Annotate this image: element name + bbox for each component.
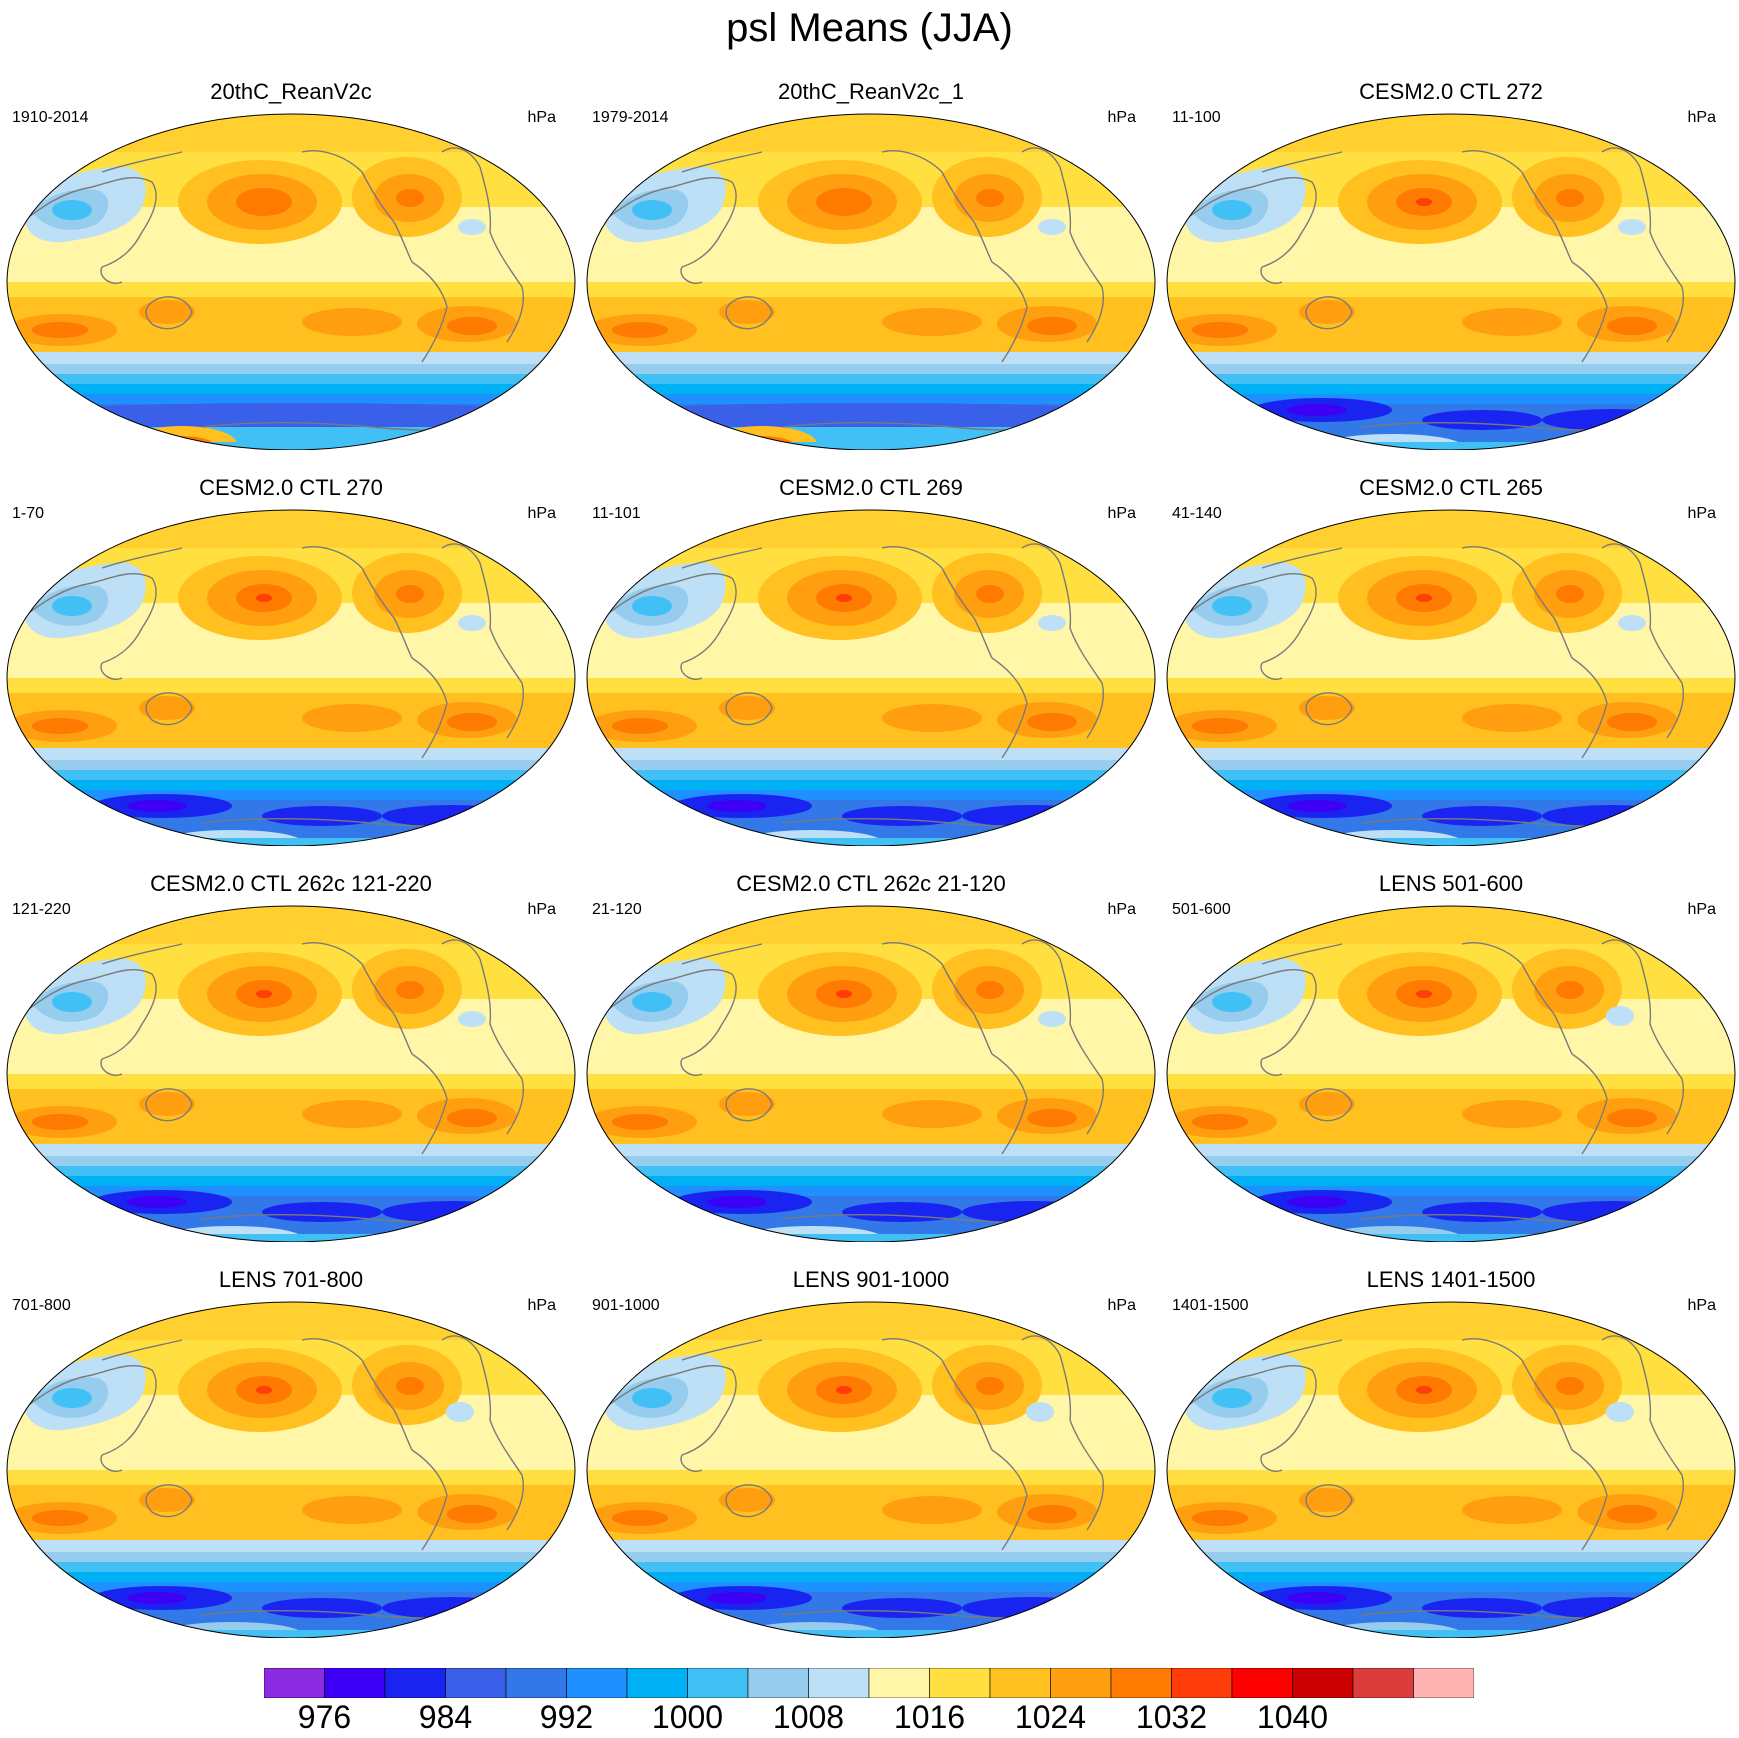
colorbar-swatch: [1292, 1668, 1354, 1698]
panel-years: 11-101: [592, 505, 641, 522]
colorbar-tick-label: 1024: [1014, 1699, 1087, 1735]
map-plot: [6, 509, 576, 846]
panel-title: 20thC_ReanV2c: [210, 79, 372, 104]
colorbar-swatch: [566, 1668, 628, 1698]
panel-units: hPa: [1107, 1297, 1136, 1314]
colorbar-tick-label: 1040: [1256, 1699, 1329, 1735]
colorbar-swatch: [324, 1668, 386, 1698]
panel-title: LENS 901-1000: [792, 1267, 950, 1292]
colorbar-tick-label: 976: [297, 1699, 352, 1735]
colorbar-tick-label: 1032: [1135, 1699, 1208, 1735]
map-plot: [6, 1301, 576, 1638]
panel-title: 20thC_ReanV2c_1: [778, 79, 964, 104]
colorbar-swatch: [989, 1668, 1051, 1698]
panel-units: hPa: [1107, 901, 1136, 918]
figure-title: psl Means (JJA): [726, 6, 1013, 50]
panel-title: CESM2.0 CTL 269: [779, 475, 963, 500]
colorbar-tick-label: 992: [539, 1699, 594, 1735]
map-panel: CESM2.0 CTL 272 11-100 hPa: [1162, 78, 1739, 470]
panel-years: 11-100: [1172, 109, 1221, 126]
map-plot: [586, 905, 1156, 1242]
panel-units: hPa: [527, 109, 556, 126]
colorbar-swatch: [1050, 1668, 1112, 1698]
colorbar-swatch: [808, 1668, 870, 1698]
map-plot: [586, 1301, 1156, 1638]
panel-units: hPa: [1107, 109, 1136, 126]
map-panel: 20thC_ReanV2c 1910-2014 hPa: [2, 78, 580, 470]
panel-title: LENS 1401-1500: [1366, 1267, 1536, 1292]
map-plot: [586, 113, 1156, 450]
colorbar: [264, 1668, 1474, 1698]
panel-units: hPa: [1687, 109, 1716, 126]
colorbar-swatch: [747, 1668, 809, 1698]
map-panel: 20thC_ReanV2c_1 1979-2014 hPa: [582, 78, 1160, 470]
map-plot: [1166, 113, 1736, 450]
panel-years: 1-70: [12, 505, 45, 522]
map-plot: [1166, 509, 1736, 846]
colorbar-swatch: [1413, 1668, 1474, 1698]
colorbar-swatch: [626, 1668, 688, 1698]
panel-units: hPa: [527, 1297, 556, 1314]
colorbar-swatch: [445, 1668, 507, 1698]
map-panel: LENS 701-800 701-800 hPa: [2, 1266, 580, 1658]
panel-units: hPa: [1687, 901, 1716, 918]
colorbar-swatch: [1352, 1668, 1414, 1698]
colorbar-swatch: [687, 1668, 749, 1698]
colorbar-swatch: [868, 1668, 930, 1698]
panel-title: LENS 701-800: [218, 1267, 364, 1292]
map-panel: CESM2.0 CTL 262c 21-120 21-120 hPa: [582, 870, 1160, 1262]
map-plot: [1166, 905, 1736, 1242]
colorbar-swatch: [1171, 1668, 1233, 1698]
panel-years: 1401-1500: [1172, 1297, 1249, 1314]
panel-title: CESM2.0 CTL 262c 121-220: [150, 871, 432, 896]
panel-units: hPa: [1107, 505, 1136, 522]
map-plot: [1166, 1301, 1736, 1638]
colorbar-swatch: [384, 1668, 446, 1698]
map-panel: LENS 1401-1500 1401-1500 hPa: [1162, 1266, 1739, 1658]
colorbar-swatch: [929, 1668, 991, 1698]
panel-title: CESM2.0 CTL 272: [1359, 79, 1543, 104]
map-panel: LENS 901-1000 901-1000 hPa: [582, 1266, 1160, 1658]
colorbar-swatch: [1110, 1668, 1172, 1698]
panel-title: CESM2.0 CTL 265: [1359, 475, 1543, 500]
colorbar-swatch: [264, 1668, 325, 1698]
colorbar-tick-label: 1000: [651, 1699, 724, 1735]
panel-years: 901-1000: [592, 1297, 660, 1314]
map-plot: [586, 509, 1156, 846]
panel-units: hPa: [1687, 1297, 1716, 1314]
panel-units: hPa: [1687, 505, 1716, 522]
panel-years: 501-600: [1172, 901, 1231, 918]
map-panel: CESM2.0 CTL 270 1-70 hPa: [2, 474, 580, 866]
panel-title: LENS 501-600: [1378, 871, 1524, 896]
panel-years: 121-220: [12, 901, 71, 918]
colorbar-tick-label: 1016: [893, 1699, 966, 1735]
panel-title: CESM2.0 CTL 262c 21-120: [736, 871, 1006, 896]
panel-units: hPa: [527, 901, 556, 918]
map-panel: CESM2.0 CTL 262c 121-220 121-220 hPa: [2, 870, 580, 1262]
panel-title: CESM2.0 CTL 270: [199, 475, 383, 500]
map-panel: LENS 501-600 501-600 hPa: [1162, 870, 1739, 1262]
panel-years: 41-140: [1172, 505, 1222, 522]
colorbar-swatch: [505, 1668, 567, 1698]
map-plot: [6, 113, 576, 450]
colorbar-tick-label: 984: [418, 1699, 473, 1735]
panel-units: hPa: [527, 505, 556, 522]
colorbar-swatch: [1231, 1668, 1293, 1698]
map-panel: CESM2.0 CTL 269 11-101 hPa: [582, 474, 1160, 866]
colorbar-tick-label: 1008: [772, 1699, 845, 1735]
panel-years: 1979-2014: [592, 109, 669, 126]
panel-years: 701-800: [12, 1297, 71, 1314]
map-panel: CESM2.0 CTL 265 41-140 hPa: [1162, 474, 1739, 866]
panel-years: 21-120: [592, 901, 642, 918]
panel-years: 1910-2014: [12, 109, 89, 126]
map-plot: [6, 905, 576, 1242]
